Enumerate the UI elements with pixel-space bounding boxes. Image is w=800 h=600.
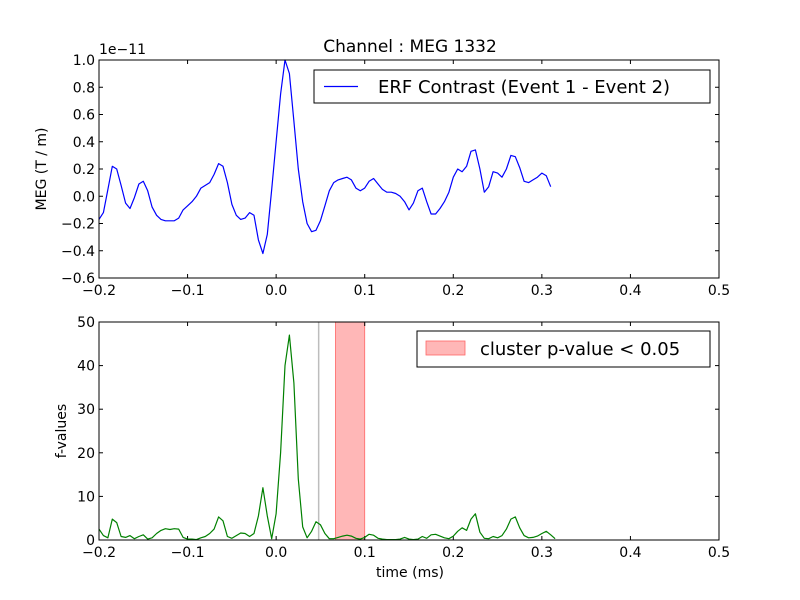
fvalue-x-tick-label: 0.0 [265, 545, 287, 561]
erf-x-tick-label: 0.0 [265, 283, 287, 299]
fvalue-x-tick-label: −0.1 [171, 545, 205, 561]
erf-x-tick-label: 0.1 [354, 283, 376, 299]
erf-y-tick-label: 0.4 [73, 135, 95, 151]
erf-axes-frame [98, 59, 720, 279]
fvalue-legend-box [416, 330, 711, 368]
fvalue-x-tick-label: 0.3 [531, 545, 553, 561]
erf-y-tick-label: 0.0 [73, 189, 95, 205]
fvalue-panel: −0.2 −0.1 0.0 0.1 0.2 0.3 0.4 0.5 0 10 20 30 40 50 f-… [54, 315, 730, 581]
fvalue-y-axis-label: f-values [54, 404, 70, 458]
fvalue-legend: cluster p-value < 0.05 [416, 330, 711, 368]
cluster-span [335, 321, 366, 541]
erf-y-tick-label: 0.2 [73, 162, 95, 178]
fvalue-y-tick-label: 10 [77, 489, 95, 505]
erf-legend: ERF Contrast (Event 1 - Event 2) [313, 69, 711, 104]
fvalue-y-tick-label: 0 [86, 533, 95, 549]
y-offset-label: 1e−11 [99, 42, 146, 58]
erf-series-line-0 [98, 59, 552, 255]
fvalue-x-tick-label: −0.2 [82, 545, 116, 561]
fvalue-axis-ticks: −0.2 −0.1 0.0 0.1 0.2 0.3 0.4 0.5 0 10 20 30 40 50 [77, 315, 730, 561]
fvalue-x-tick-label: 0.5 [708, 545, 730, 561]
fvalue-plot-area [98, 334, 556, 541]
fvalue-axes-frame [98, 321, 720, 541]
erf-panel: Channel : MEG 1332 1e−11 −0.2 −0.1 0.0 0.1 0… [34, 37, 730, 299]
erf-x-tick-label: 0.2 [442, 283, 464, 299]
erf-x-tick-label: 0.3 [531, 283, 553, 299]
erf-x-tick-label: −0.2 [82, 283, 116, 299]
fvalue-x-tick-label: 0.2 [442, 545, 464, 561]
erf-axis-ticks: −0.2 −0.1 0.0 0.1 0.2 0.3 0.4 0.5 −0.6 −0.4 −0.2 0.… [61, 53, 730, 299]
erf-legend-box [313, 69, 711, 104]
erf-legend-label: ERF Contrast (Event 1 - Event 2) [378, 77, 670, 98]
fvalue-y-tick-label: 20 [77, 446, 95, 462]
erf-y-tick-label: −0.6 [61, 271, 95, 287]
fvalue-y-tick-label: 40 [77, 359, 95, 375]
fvalue-x-tick-label: 0.1 [354, 545, 376, 561]
fvalue-y-tick-label: 30 [77, 402, 95, 418]
fvalue-legend-label: cluster p-value < 0.05 [480, 339, 680, 360]
erf-x-tick-label: 0.4 [619, 283, 641, 299]
fvalue-x-tick-label: 0.4 [619, 545, 641, 561]
fvalue-series-line-0 [98, 334, 556, 541]
erf-plot-area [98, 59, 552, 255]
fvalue-y-tick-label: 50 [77, 315, 95, 331]
erf-y-tick-label: 0.6 [73, 108, 95, 124]
erf-x-tick-label: 0.5 [708, 283, 730, 299]
erf-y-tick-label: 0.8 [73, 80, 95, 96]
erf-y-axis-label: MEG (T / m) [34, 128, 50, 211]
fvalue-x-axis-label: time (ms) [376, 565, 444, 581]
erf-x-tick-label: −0.1 [171, 283, 205, 299]
erf-y-tick-label: −0.2 [61, 217, 95, 233]
fvalue-legend-swatch [425, 340, 466, 356]
erf-y-tick-label: −0.4 [61, 244, 95, 260]
chart-title: Channel : MEG 1332 [323, 37, 497, 57]
erf-y-tick-label: 1.0 [73, 53, 95, 69]
